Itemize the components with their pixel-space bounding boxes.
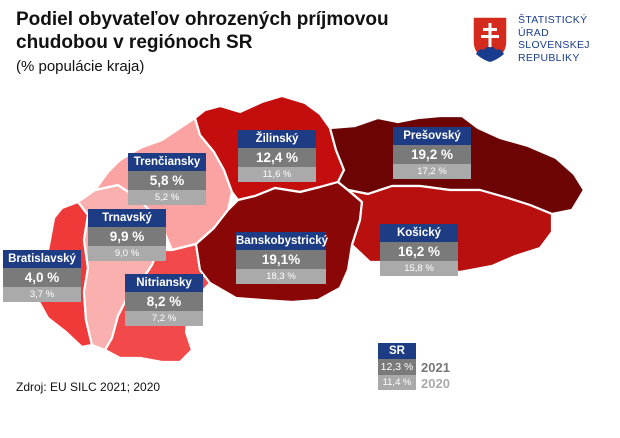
- coat-of-arms-icon: [472, 16, 508, 63]
- source-note: Zdroj: EU SILC 2021; 2020: [16, 380, 161, 394]
- region-name: Trenčiansky: [128, 153, 206, 171]
- value-2020: 7,2 %: [125, 311, 203, 326]
- logo-text: ŠTATISTICKÝ ÚRAD SLOVENSKEJ REPUBLIKY: [518, 14, 610, 64]
- logo-line: ŠTATISTICKÝ: [518, 14, 588, 26]
- map-subtitle: (% populácie kraja): [16, 58, 145, 75]
- value-2021: 12,4 %: [238, 148, 316, 167]
- value-2020: 3,7 %: [3, 287, 81, 302]
- value-2021: 19,2 %: [393, 145, 471, 164]
- value-2020: 11,6 %: [238, 167, 316, 182]
- value-2020: 9,0 %: [88, 246, 166, 261]
- sr-value-2021: 12,3 %: [378, 359, 416, 375]
- legend-year-2020: 2020: [421, 376, 450, 391]
- region-name: Banskobystrický: [236, 232, 328, 250]
- region-label-zilinsky: Žilinský 12,4 % 11,6 %: [238, 130, 316, 182]
- region-label-trnavsky: Trnavský 9,9 % 9,0 %: [88, 209, 166, 261]
- logo-line: ÚRAD: [518, 26, 549, 39]
- value-2020: 15,8 %: [380, 261, 458, 276]
- slovakia-total-label: SR 12,3 % 11,4 %: [378, 343, 416, 390]
- region-label-banskobystricky: Banskobystrický 19,1% 18,3 %: [236, 232, 328, 284]
- region-label-trenciansky: Trenčiansky 5,8 % 5,2 %: [128, 153, 206, 205]
- value-2021: 19,1%: [236, 250, 326, 269]
- value-2020: 17,2 %: [393, 164, 471, 179]
- value-2020: 5,2 %: [128, 190, 206, 205]
- region-name: Nitriansky: [125, 274, 203, 292]
- region-label-kosicky: Košický 16,2 % 15,8 %: [380, 224, 458, 276]
- map-title: Podiel obyvateľov ohrozených príjmovou c…: [16, 9, 389, 53]
- sr-name: SR: [378, 343, 416, 359]
- region-name: Prešovský: [393, 127, 471, 145]
- logo-line: SLOVENSKEJ: [518, 39, 590, 51]
- value-2021: 8,2 %: [125, 292, 203, 311]
- region-name: Trnavský: [88, 209, 166, 227]
- statistical-office-logo: ŠTATISTICKÝ ÚRAD SLOVENSKEJ REPUBLIKY: [470, 14, 610, 70]
- value-2021: 4,0 %: [3, 268, 81, 287]
- value-2021: 5,8 %: [128, 171, 206, 190]
- region-name: Košický: [380, 224, 458, 242]
- region-name: Žilinský: [238, 130, 316, 148]
- logo-line: REPUBLIKY: [518, 51, 580, 64]
- region-label-bratislavsky: Bratislavský 4,0 % 3,7 %: [3, 250, 81, 302]
- legend-year-2021: 2021: [421, 360, 450, 375]
- sr-value-2020: 11,4 %: [378, 375, 416, 390]
- value-2020: 18,3 %: [236, 269, 326, 284]
- region-label-presovsky: Prešovský 19,2 % 17,2 %: [393, 127, 471, 179]
- value-2021: 16,2 %: [380, 242, 458, 261]
- region-label-nitriansky: Nitriansky 8,2 % 7,2 %: [125, 274, 203, 326]
- value-2021: 9,9 %: [88, 227, 166, 246]
- region-name: Bratislavský: [3, 250, 81, 268]
